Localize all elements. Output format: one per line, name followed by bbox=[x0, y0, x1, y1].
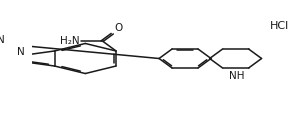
Text: NH: NH bbox=[229, 71, 245, 81]
Text: HCl: HCl bbox=[270, 21, 289, 31]
Text: N: N bbox=[17, 47, 24, 57]
Text: N: N bbox=[0, 35, 4, 45]
Text: H₂N: H₂N bbox=[60, 36, 80, 46]
Text: O: O bbox=[115, 23, 123, 33]
